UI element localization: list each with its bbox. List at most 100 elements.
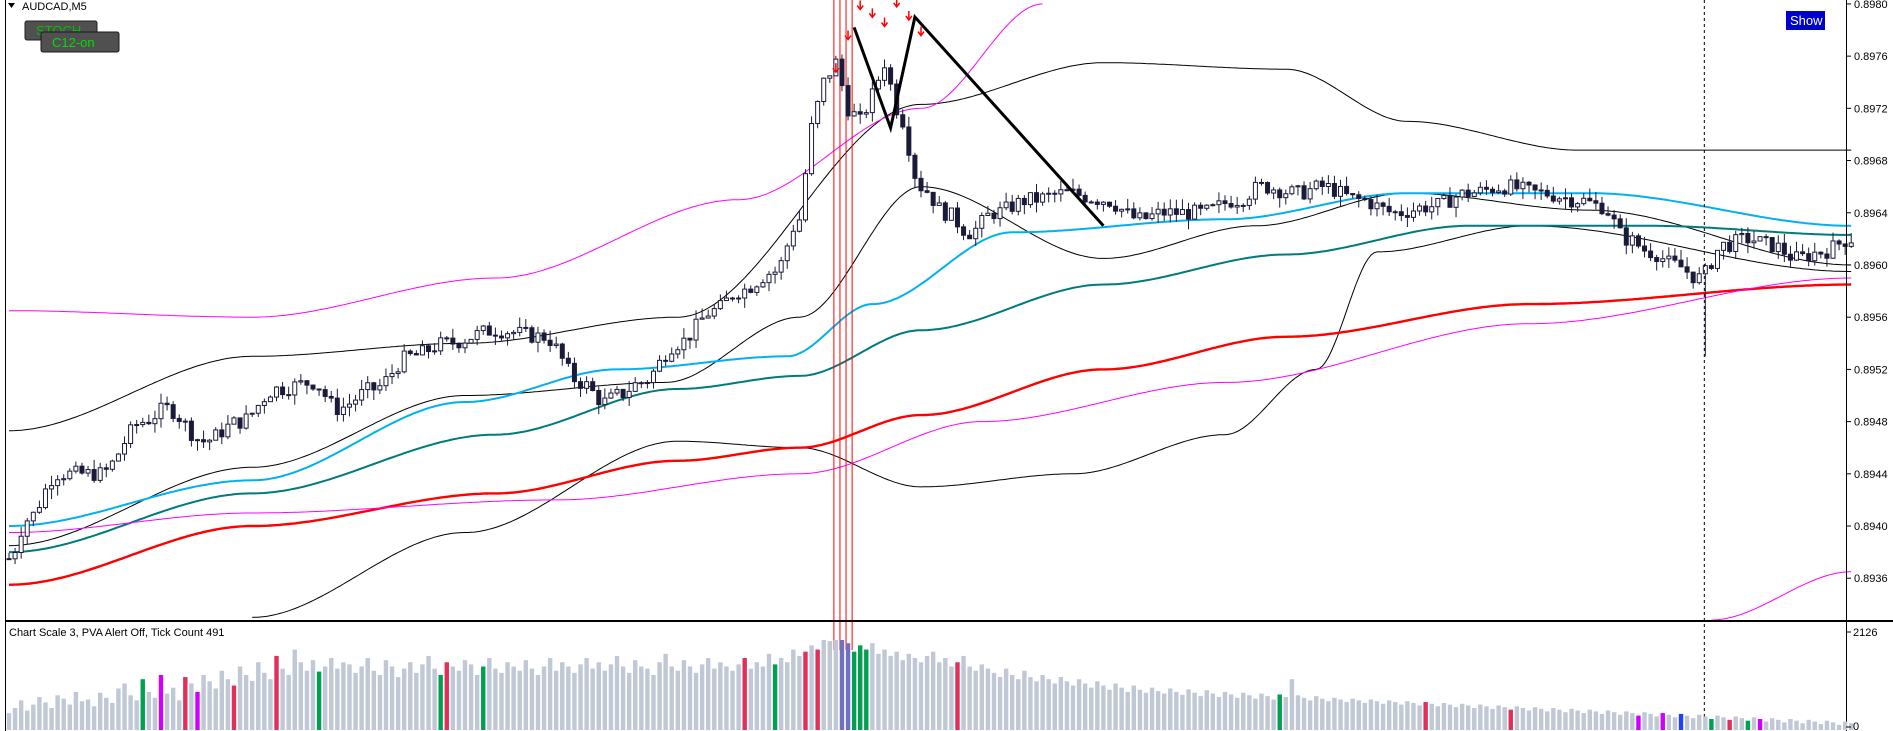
volume-bar <box>742 658 747 730</box>
indicator-button-c12-label: C12-on <box>52 35 95 50</box>
main-price-window[interactable] <box>5 0 1854 731</box>
volume-bar <box>815 649 820 730</box>
volume-bar <box>1405 701 1410 730</box>
volume-bar <box>876 653 881 730</box>
candle-body <box>967 234 973 240</box>
volume-bar <box>1295 695 1301 730</box>
volume-bar <box>444 662 449 730</box>
candle-body <box>115 453 121 462</box>
volume-bar <box>681 660 687 730</box>
candle-body <box>973 227 979 240</box>
candle-body <box>985 212 991 217</box>
candle-body <box>61 478 67 481</box>
volume-bar <box>560 662 565 730</box>
volume-bar <box>645 668 650 730</box>
volume-bar <box>298 662 304 730</box>
candle-body <box>389 373 395 378</box>
candle-body <box>754 286 760 293</box>
candle-body <box>1368 199 1374 210</box>
volume-bar <box>657 662 662 730</box>
candle-body <box>1374 202 1380 210</box>
candle-body <box>906 126 912 156</box>
volume-bar <box>529 668 535 730</box>
candle-body <box>1502 190 1508 195</box>
candle-body <box>1490 188 1496 194</box>
candle-body <box>255 404 261 414</box>
candle-body <box>1003 201 1009 209</box>
candle-body <box>1380 202 1386 207</box>
zigzag-pattern <box>852 13 1105 227</box>
candle-body <box>1471 192 1477 197</box>
candle-body <box>979 215 985 229</box>
volume-bar <box>821 640 826 730</box>
candle-body <box>401 350 407 373</box>
candle-body <box>1319 180 1325 187</box>
volume-bar <box>499 672 504 730</box>
candle-body <box>912 154 918 179</box>
candle-body <box>596 390 602 406</box>
candle-body <box>1733 234 1739 252</box>
candle-body <box>961 226 967 236</box>
candle-body <box>267 396 273 403</box>
volume-bar <box>1618 714 1623 730</box>
down-arrow-head <box>917 31 925 37</box>
candle-body <box>237 417 243 429</box>
candle-body <box>730 297 736 300</box>
volume-bar <box>6 713 12 730</box>
volume-bar <box>967 666 972 730</box>
volume-bar <box>760 666 766 730</box>
volume-bar <box>961 655 966 730</box>
volume-bar <box>1599 713 1605 730</box>
price-tick-label: 0.8980 <box>1854 0 1888 11</box>
candle-body <box>1161 208 1167 216</box>
candle-body <box>359 389 365 401</box>
volume-bar <box>219 670 224 730</box>
candle-body <box>1763 236 1769 239</box>
candle-body <box>1222 200 1228 205</box>
price-axis[interactable]: 0.8980 0.8976 0.8972 0.8968 0.8964 0.8960 0.89… <box>1846 0 1888 585</box>
candle-body <box>1240 204 1246 207</box>
volume-bar <box>1459 703 1465 730</box>
volume-bar <box>1818 724 1824 730</box>
candle-body <box>1246 198 1252 206</box>
volume-bar <box>1399 704 1404 730</box>
volume-bar <box>1690 718 1696 730</box>
indicator-button-c12[interactable]: C12-on <box>40 31 120 53</box>
volume-bar <box>1076 679 1082 730</box>
volume-bar <box>730 670 735 730</box>
candle-body <box>1331 182 1337 197</box>
volume-bar <box>1265 696 1270 730</box>
volume-bar <box>1514 706 1520 730</box>
volume-bar <box>1581 713 1586 730</box>
collapse-triangle-icon[interactable] <box>8 3 15 8</box>
volume-bar <box>1307 700 1313 730</box>
volume-bar <box>329 658 334 730</box>
volume-bar <box>633 660 638 730</box>
volume-bar <box>128 695 133 730</box>
volume-bar <box>1350 698 1355 730</box>
candle-body <box>158 402 164 420</box>
candle-body <box>936 202 942 206</box>
volume-bar <box>973 670 978 730</box>
volume-bar <box>183 677 188 730</box>
volume-bar <box>1222 691 1228 730</box>
bb-mid-line <box>9 186 1852 547</box>
candle-body <box>109 460 115 470</box>
volume-bar <box>827 641 832 730</box>
volume-bar <box>1672 717 1678 730</box>
volume-sub-window[interactable]: Chart Scale 3, PVA Alert Off, Tick Count… <box>6 627 1878 731</box>
volume-bar <box>1216 696 1222 730</box>
candle-body <box>681 337 687 351</box>
show-button[interactable]: Show <box>1786 11 1825 30</box>
price-tick-label: 0.8972 <box>1854 103 1888 115</box>
candle-body <box>36 507 42 513</box>
candle-body <box>1423 205 1429 213</box>
volume-bar <box>85 699 91 730</box>
volume-bar <box>1186 689 1191 730</box>
candle-body <box>1684 266 1690 273</box>
candle-body <box>85 469 91 474</box>
candle-body <box>1362 197 1368 201</box>
volume-bar <box>1569 708 1574 730</box>
volume-bar <box>43 702 48 730</box>
